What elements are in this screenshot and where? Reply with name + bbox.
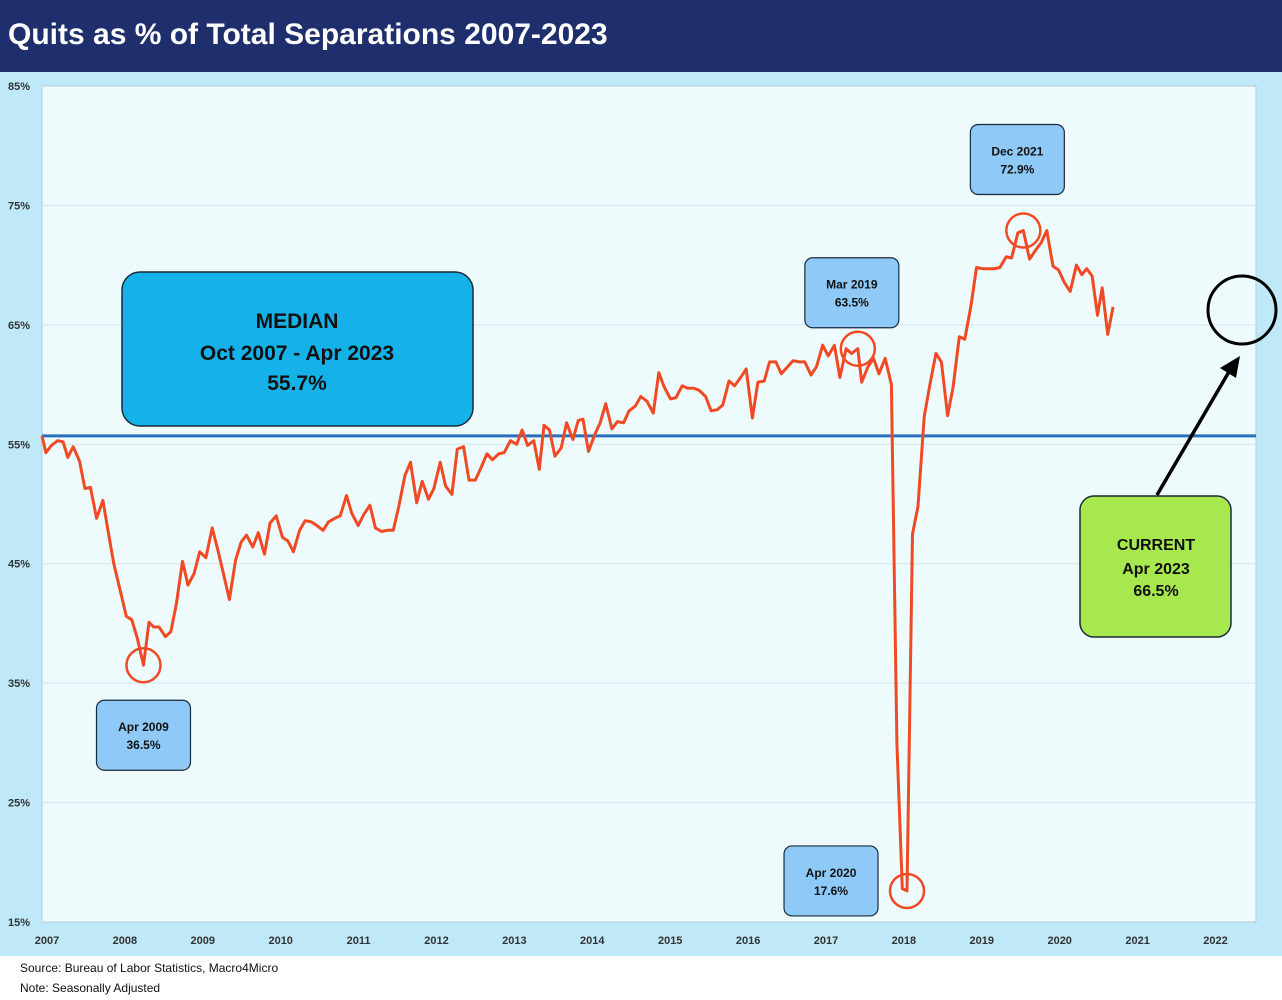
current-box-date: Apr 2023 <box>1122 561 1190 578</box>
x-tick-label: 2009 <box>191 935 215 947</box>
highlight-circle-mar-2019 <box>839 330 877 367</box>
annotations: Apr 2009 36.5% Mar 2019 63.5% Apr 2020 17.6% D… <box>95 123 1065 917</box>
x-tick-label: 2010 <box>268 935 292 947</box>
highlight-circle-dec-2021 <box>1005 212 1042 249</box>
y-tick-label: 35% <box>8 678 30 690</box>
x-tick-label: 2015 <box>658 935 682 947</box>
y-tick-label: 45% <box>8 559 30 571</box>
median-box-value: 55.7% <box>267 372 327 395</box>
chart-svg: 15% 25% 35% 45% 55% 65% 75% 85% 2007 2008 2009 201… <box>8 81 1278 947</box>
series-line <box>40 229 1115 893</box>
median-box-period: Oct 2007 - Apr 2023 <box>200 342 394 365</box>
x-tick-label: 2007 <box>35 935 59 947</box>
x-tick-label: 2017 <box>814 935 838 947</box>
x-tick-label: 2019 <box>970 935 994 947</box>
median-box: MEDIAN Oct 2007 - Apr 2023 55.7% <box>121 271 474 427</box>
source-note: Source: Bureau of Labor Statistics, Macr… <box>20 961 279 975</box>
callout-value-dec-2021: 72.9% <box>1000 163 1034 177</box>
chart-title: Quits as % of Total Separations 2007-202… <box>8 18 608 51</box>
x-axis-ticks: 2007 2008 2009 2010 2011 2012 2013 2014 2015 2016… <box>35 935 1228 947</box>
y-tick-label: 55% <box>8 439 30 451</box>
adjustment-note: Note: Seasonally Adjusted <box>20 981 161 995</box>
chart-area: 15% 25% 35% 45% 55% 65% 75% 85% 2007 2008 2009 201… <box>0 72 1282 956</box>
highlight-circle-apr-2020 <box>888 872 926 910</box>
x-tick-label: 2018 <box>892 935 916 947</box>
callout-date-mar-2019: Mar 2019 <box>826 278 878 292</box>
highlight-circle-apr-2009 <box>125 646 162 684</box>
current-box-title: CURRENT <box>1117 537 1195 554</box>
y-tick-label: 65% <box>8 320 30 332</box>
plot-area <box>41 85 1257 923</box>
x-tick-label: 2008 <box>113 935 137 947</box>
callout-date-dec-2021: Dec 2021 <box>991 145 1043 159</box>
callout-value-apr-2020: 17.6% <box>814 884 848 898</box>
x-tick-label: 2016 <box>736 935 760 947</box>
x-tick-label: 2014 <box>580 935 605 947</box>
y-tick-label: 15% <box>8 917 30 929</box>
callout-box-dec-2021 <box>969 123 1065 196</box>
callout-value-mar-2019: 63.5% <box>835 296 869 310</box>
x-tick-label: 2022 <box>1203 935 1227 947</box>
callout-date-apr-2009: Apr 2009 <box>118 720 169 734</box>
callout-box-apr-2009 <box>95 699 192 771</box>
y-tick-label: 25% <box>8 798 30 810</box>
title-bar: Quits as % of Total Separations 2007-202… <box>0 0 1282 72</box>
x-tick-label: 2013 <box>502 935 526 947</box>
callout-box-mar-2019 <box>804 257 900 329</box>
current-arrow-shaft <box>1155 369 1232 496</box>
current-box-value: 66.5% <box>1133 583 1178 600</box>
y-tick-label: 85% <box>8 81 30 93</box>
current-highlight-circle <box>1206 274 1278 346</box>
x-tick-label: 2021 <box>1125 935 1149 947</box>
x-tick-label: 2011 <box>347 935 371 947</box>
y-axis-ticks: 15% 25% 35% 45% 55% 65% 75% 85% <box>8 81 30 929</box>
x-tick-label: 2012 <box>424 935 448 947</box>
current-box: CURRENT Apr 2023 66.5% <box>1079 495 1232 638</box>
y-tick-label: 75% <box>8 200 30 212</box>
callout-date-apr-2020: Apr 2020 <box>806 866 857 880</box>
median-box-title: MEDIAN <box>256 310 339 333</box>
callout-value-apr-2009: 36.5% <box>126 738 160 752</box>
current-arrow-head <box>1220 356 1240 378</box>
footer: Source: Bureau of Labor Statistics, Macr… <box>0 956 1282 1000</box>
callout-box-apr-2020 <box>783 845 879 917</box>
x-tick-label: 2020 <box>1047 935 1071 947</box>
